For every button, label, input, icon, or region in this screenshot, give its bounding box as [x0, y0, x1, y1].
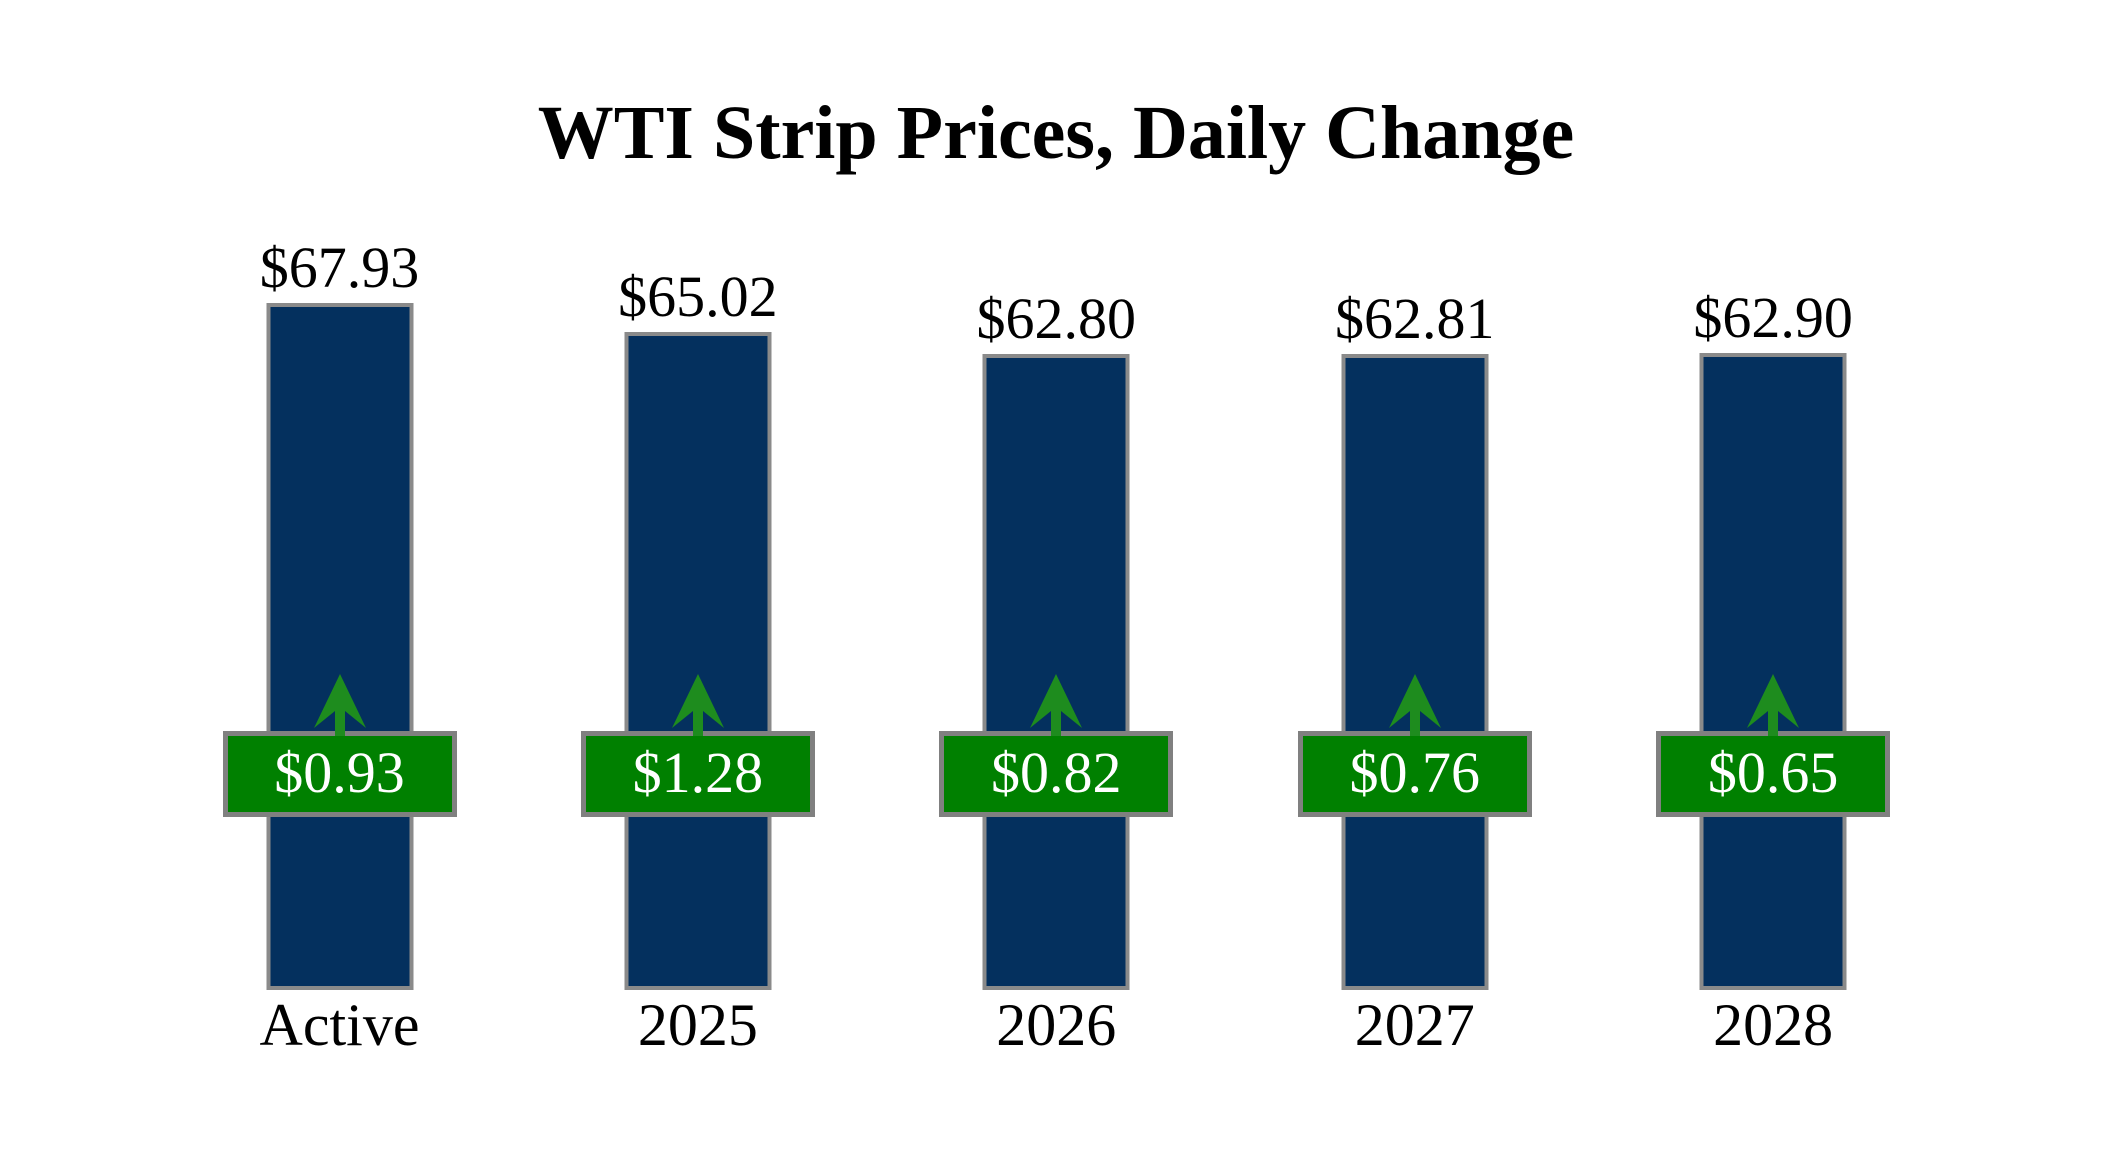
- price-bar: [982, 354, 1130, 990]
- up-arrow-icon: [671, 674, 724, 736]
- category-label: Active: [259, 992, 420, 1058]
- daily-change-badge: $0.76: [1297, 731, 1532, 817]
- price-bar: [1699, 353, 1847, 990]
- category-label: 2028: [1713, 992, 1834, 1058]
- category-label: 2025: [637, 992, 758, 1058]
- daily-change-badge: $0.65: [1656, 731, 1891, 817]
- up-arrow-icon: [1388, 674, 1441, 736]
- price-label: $62.80: [976, 286, 1137, 352]
- up-arrow-icon: [1030, 674, 1083, 736]
- price-label: $65.02: [618, 264, 778, 330]
- daily-change-badge: $1.28: [580, 731, 815, 817]
- bar-column-2028: $62.90 $0.65 2028: [1590, 0, 1956, 1152]
- bar-column-2025: $65.02 $1.28 2025: [515, 0, 881, 1152]
- chart-title: WTI Strip Prices, Daily Change: [537, 91, 1575, 175]
- category-label: 2026: [996, 992, 1117, 1058]
- price-bar: [624, 332, 772, 990]
- bar-column-2027: $62.81 $0.76 2027: [1232, 0, 1598, 1152]
- price-label: $62.81: [1334, 286, 1495, 352]
- daily-change-badge: $0.93: [222, 731, 457, 817]
- price-bar: [1341, 354, 1489, 990]
- category-label: 2027: [1354, 992, 1475, 1058]
- bar-column-2026: $62.80 $0.82 2026: [873, 0, 1239, 1152]
- up-arrow-icon: [1747, 674, 1800, 736]
- bar-column-active: $67.93 $0.93 Active: [157, 0, 523, 1152]
- price-label: $67.93: [259, 235, 420, 301]
- up-arrow-icon: [313, 674, 366, 736]
- price-label: $62.90: [1693, 285, 1853, 351]
- daily-change-badge: $0.82: [939, 731, 1174, 817]
- price-bar: [266, 303, 413, 990]
